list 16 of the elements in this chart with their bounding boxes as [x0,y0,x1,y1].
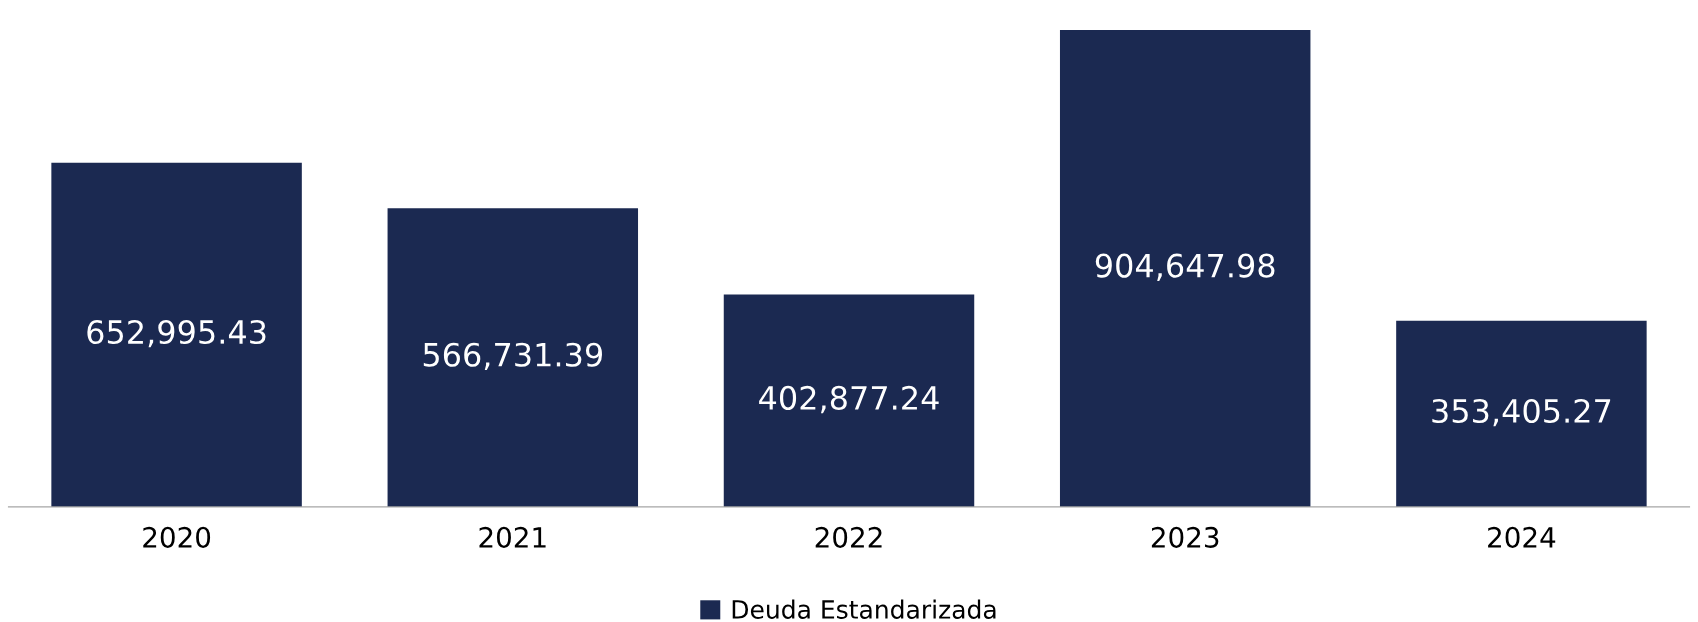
bar [1059,30,1311,507]
x-tick-label: 2024 [1488,526,1556,548]
data-label: 566,731.39 [423,342,602,371]
bar [723,294,975,507]
bar [387,208,639,507]
legend-label: Deuda Estandarizada [732,599,996,619]
bar [51,162,302,507]
data-label: 652,995.43 [87,319,266,348]
data-label: 353,405.27 [1432,398,1611,427]
data-label: 402,877.24 [759,385,939,414]
x-tick-label: 2021 [479,526,546,548]
x-tick-label: 2022 [815,526,882,548]
bar [1396,320,1647,507]
data-label: 904,647.98 [1095,253,1275,282]
x-tick-label: 2020 [143,526,211,548]
x-tick-label: 2023 [1151,526,1219,548]
